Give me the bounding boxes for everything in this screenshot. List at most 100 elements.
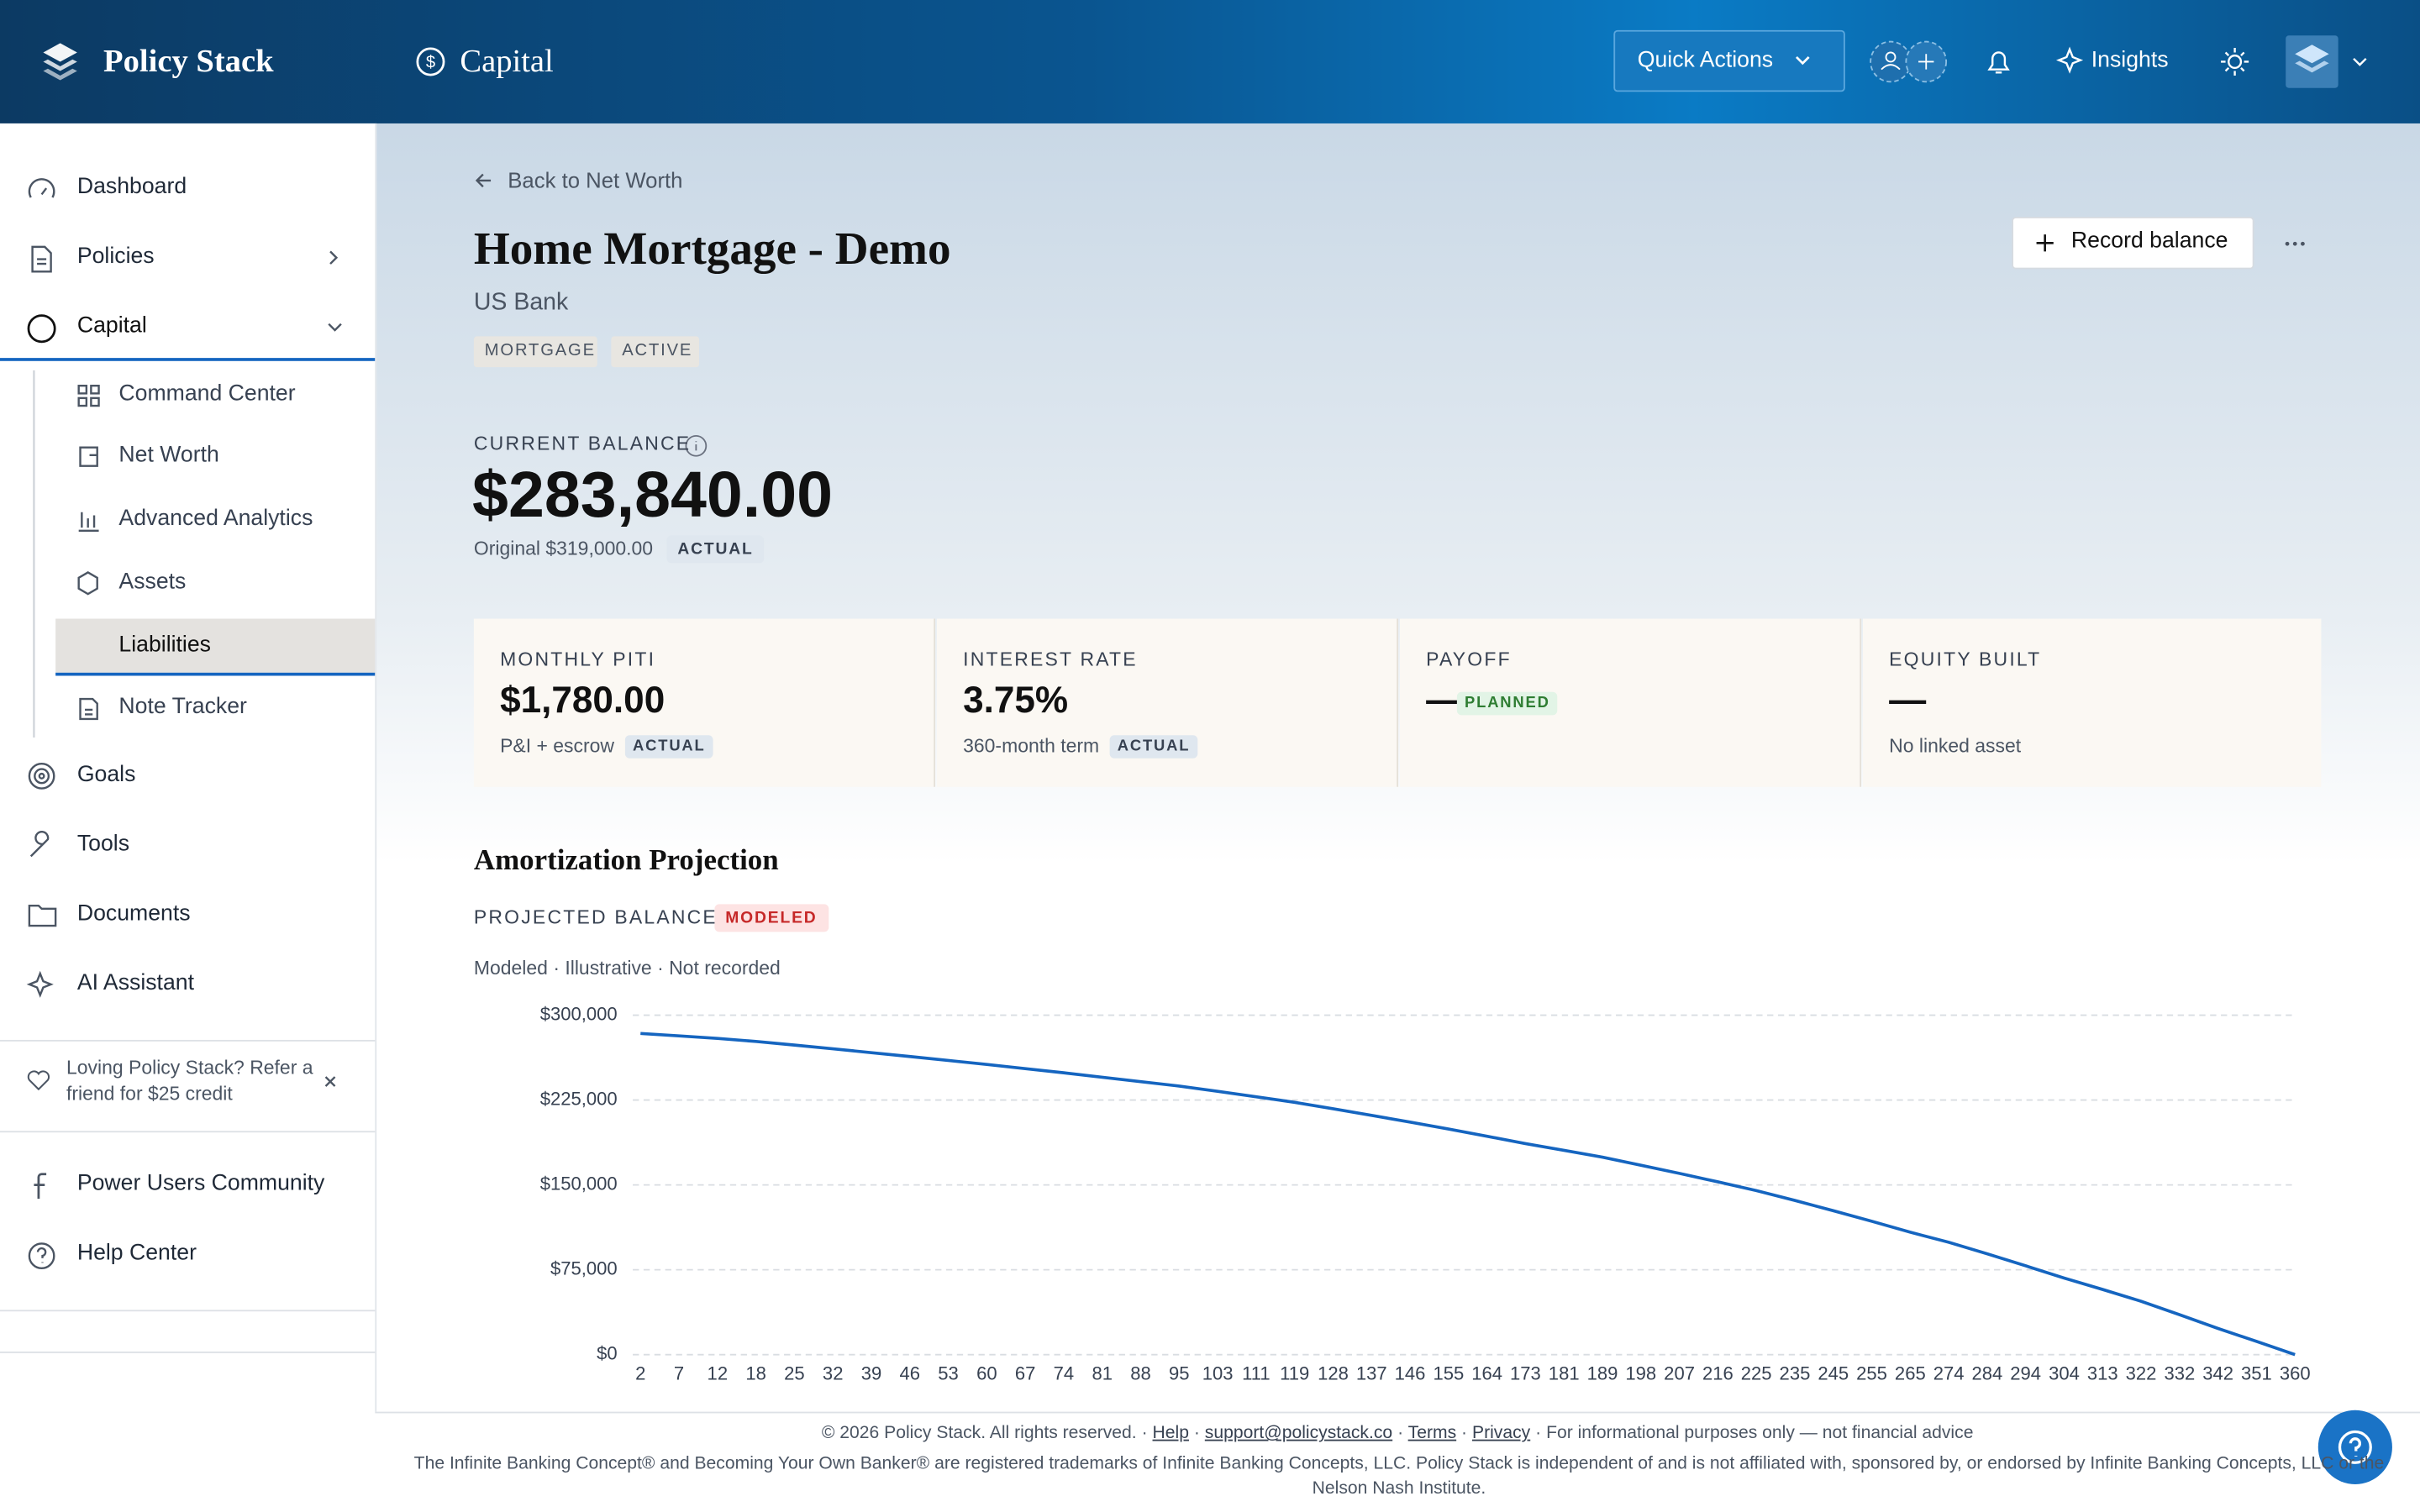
nav-item[interactable]: Policies (76, 244, 155, 270)
x-tick-label: 245 (1818, 1362, 1849, 1383)
x-tick-label: 351 (2241, 1362, 2272, 1383)
x-tick-label: 39 (861, 1362, 882, 1383)
x-tick-label: 265 (1895, 1362, 1926, 1383)
separator: · (1141, 1424, 1148, 1443)
x-tick-label: 235 (1780, 1362, 1811, 1383)
metric-card (936, 618, 1399, 787)
sub-nav-item[interactable]: Net Worth (118, 443, 219, 469)
x-tick-label: 46 (900, 1362, 921, 1383)
x-tick-label: 88 (1130, 1362, 1151, 1383)
x-tick-label: 173 (1510, 1362, 1541, 1383)
y-tick-label: $0 (597, 1342, 618, 1363)
x-tick-label: 103 (1202, 1362, 1234, 1383)
chart-subtitle: Modeled · Illustrative · Not recorded (473, 957, 781, 979)
balance-line (640, 1032, 2296, 1357)
sidebar-icons (0, 178, 376, 1472)
tag: ACTIVE (622, 341, 693, 360)
divider (0, 1039, 376, 1042)
x-tick-label: 304 (2049, 1362, 2080, 1383)
x-tick-label: 155 (1433, 1362, 1464, 1383)
metric-card (473, 618, 936, 787)
badge: PLANNED (1456, 691, 1558, 716)
chart-title: PROJECTED BALANCE (473, 906, 718, 928)
nav-item[interactable]: Tools (76, 832, 130, 857)
divider (0, 1310, 376, 1312)
footer-link[interactable]: support@policystack.co (1204, 1424, 1393, 1443)
header-icons: $ (43, 29, 2367, 92)
x-tick-label: 313 (2087, 1362, 2118, 1383)
x-tick-label: 181 (1549, 1362, 1580, 1383)
badge: ACTUAL (624, 735, 713, 759)
y-tick-label: $300,000 (540, 1003, 618, 1024)
sub-nav-item[interactable]: Command Center (118, 381, 296, 407)
sub-nav-item-active[interactable]: Liabilities (118, 633, 212, 659)
nav-item-active[interactable]: Capital (76, 313, 147, 339)
badge: MODELED (714, 904, 829, 932)
footer-link[interactable]: Privacy (1471, 1424, 1531, 1443)
separator: · (1461, 1424, 1468, 1443)
nav-item[interactable]: Dashboard (76, 175, 187, 200)
divider (0, 1351, 376, 1353)
nav-item[interactable]: Documents (76, 901, 191, 927)
metric-value: 3.75% (963, 680, 1069, 722)
x-tick-label: 284 (1972, 1362, 2003, 1383)
x-tick-label: 95 (1169, 1362, 1190, 1383)
footer-link[interactable]: Terms (1407, 1424, 1457, 1443)
metric-value: $1,780.00 (500, 680, 666, 722)
copyright: © 2026 Policy Stack. All rights reserved… (821, 1424, 1137, 1443)
x-tick-label: 111 (1242, 1362, 1270, 1383)
x-tick-label: 360 (2280, 1362, 2311, 1383)
metric-label: MONTHLY PITI (500, 648, 656, 671)
x-tick-label: 119 (1280, 1362, 1309, 1383)
separator: · (1535, 1424, 1542, 1443)
metric-note: P&I + escrow (500, 735, 615, 757)
x-tick-label: 294 (2010, 1362, 2041, 1383)
svg-text:$: $ (426, 54, 435, 72)
x-tick-label: 164 (1471, 1362, 1502, 1383)
x-tick-label: 25 (784, 1362, 805, 1383)
trademark: The Infinite Banking Concept® and Becomi… (413, 1455, 2385, 1499)
insights-link[interactable]: Insights (2091, 48, 2169, 73)
sidebar (0, 123, 377, 1512)
brand[interactable]: Policy Stack (103, 42, 274, 80)
metric-label: PAYOFF (1426, 648, 1512, 671)
nav-item[interactable]: Goals (76, 762, 136, 788)
x-tick-label: 53 (938, 1362, 959, 1383)
quick-actions-button[interactable]: Quick Actions (1637, 48, 1774, 73)
x-tick-label: 225 (1741, 1362, 1772, 1383)
top-bar: $ Policy Stack Capital Quick Actions Ins… (0, 0, 2420, 123)
x-tick-label: 146 (1395, 1362, 1426, 1383)
nav-link[interactable]: Power Users Community (76, 1171, 325, 1197)
back-link[interactable]: Back to Net Worth (508, 167, 683, 192)
metric-note: No linked asset (1889, 735, 2022, 757)
referral-text[interactable]: Loving Policy Stack? Refer a friend for … (66, 1057, 313, 1105)
x-tick-label: 74 (1054, 1362, 1075, 1383)
sub-nav-item[interactable]: Assets (118, 570, 187, 595)
sub-nav-item[interactable]: Advanced Analytics (118, 507, 313, 532)
footer-line: © 2026 Policy Stack. All rights reserved… (375, 1424, 2420, 1442)
x-tick-label: 60 (976, 1362, 997, 1383)
footer-link[interactable]: Help (1152, 1424, 1189, 1443)
x-tick-label: 81 (1092, 1362, 1113, 1383)
y-tick-label: $150,000 (540, 1173, 618, 1194)
x-tick-label: 207 (1664, 1362, 1695, 1383)
x-tick-label: 2 (635, 1362, 645, 1383)
x-tick-label: 32 (823, 1362, 844, 1383)
section-title: Amortization Projection (473, 844, 779, 878)
separator: · (1193, 1424, 1200, 1443)
metric-value: — (1889, 680, 1927, 722)
x-tick-label: 18 (745, 1362, 766, 1383)
record-balance-button[interactable]: Record balance (2070, 228, 2228, 254)
nav-item[interactable]: AI Assistant (76, 970, 194, 996)
divider (0, 1131, 376, 1133)
sub-nav-item[interactable]: Note Tracker (118, 695, 247, 720)
nav-link[interactable]: Help Center (76, 1241, 197, 1266)
separator: · (1397, 1424, 1404, 1443)
x-tick-label: 128 (1318, 1362, 1349, 1383)
metric-note: 360-month term (963, 735, 1100, 757)
section-name: Capital (460, 42, 554, 80)
